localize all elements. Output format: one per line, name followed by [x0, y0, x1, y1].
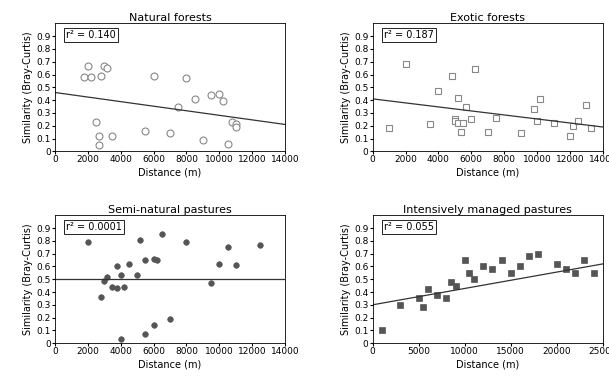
X-axis label: Distance (m): Distance (m): [138, 167, 202, 177]
Title: Exotic forests: Exotic forests: [450, 12, 526, 23]
Y-axis label: Similarity (Bray-Curtis): Similarity (Bray-Curtis): [24, 32, 33, 143]
Text: r² = 0.187: r² = 0.187: [384, 30, 434, 40]
X-axis label: Distance (m): Distance (m): [456, 167, 519, 177]
Title: Semi-natural pastures: Semi-natural pastures: [108, 204, 232, 215]
X-axis label: Distance (m): Distance (m): [138, 359, 202, 369]
Text: r² = 0.055: r² = 0.055: [384, 222, 434, 232]
Y-axis label: Similarity (Bray-Curtis): Similarity (Bray-Curtis): [341, 223, 351, 335]
Y-axis label: Similarity (Bray-Curtis): Similarity (Bray-Curtis): [24, 223, 33, 335]
Y-axis label: Similarity (Bray-Curtis): Similarity (Bray-Curtis): [341, 32, 351, 143]
X-axis label: Distance (m): Distance (m): [456, 359, 519, 369]
Title: Intensively managed pastures: Intensively managed pastures: [403, 204, 572, 215]
Text: r² = 0.140: r² = 0.140: [66, 30, 116, 40]
Title: Natural forests: Natural forests: [128, 12, 211, 23]
Text: r² = 0.0001: r² = 0.0001: [66, 222, 122, 232]
